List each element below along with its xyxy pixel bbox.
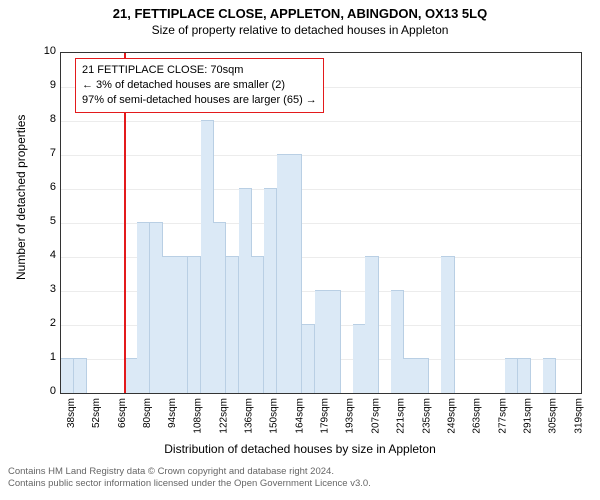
x-tick-label: 305sqm [548,398,559,434]
x-tick-label: 193sqm [345,398,356,434]
y-tick-label: 4 [34,249,56,261]
x-tick-label: 164sqm [294,398,305,434]
histogram-bar [201,120,214,393]
histogram-bar [251,256,264,393]
x-tick-label: 80sqm [142,398,153,428]
attribution-line: Contains public sector information licen… [8,478,592,490]
callout-line: 97% of semi-detached houses are larger (… [82,93,317,108]
y-tick-label: 9 [34,79,56,91]
histogram-bar [441,256,454,393]
gridline [61,121,581,122]
x-tick-label: 136sqm [244,398,255,434]
histogram-bar [289,154,302,393]
histogram-bar [327,290,340,393]
histogram-bar [353,324,366,393]
x-tick-label: 38sqm [66,398,77,428]
x-tick-label: 94sqm [167,398,178,428]
x-tick-label: 150sqm [269,398,280,434]
y-tick-label: 3 [34,283,56,295]
x-tick-label: 249sqm [447,398,458,434]
histogram-bar [403,358,416,393]
histogram-bar [188,256,201,393]
x-tick-label: 207sqm [370,398,381,434]
callout-line: ← 3% of detached houses are smaller (2) [82,78,317,93]
x-tick-label: 108sqm [193,398,204,434]
x-tick-label: 66sqm [117,398,128,428]
histogram-bar [277,154,290,393]
histogram-bar [505,358,518,393]
histogram-bar [213,222,226,393]
histogram-bar [226,256,239,393]
x-tick-label: 122sqm [218,398,229,434]
page-title: 21, FETTIPLACE CLOSE, APPLETON, ABINGDON… [0,0,600,21]
histogram-bar [302,324,315,393]
histogram-bar [150,222,163,393]
y-tick-label: 2 [34,317,56,329]
x-tick-label: 263sqm [472,398,483,434]
histogram-bar [264,188,277,393]
histogram-bar [239,188,252,393]
histogram-bar [543,358,556,393]
histogram-bar [137,222,150,393]
x-tick-label: 179sqm [320,398,331,434]
attribution-footer: Contains HM Land Registry data © Crown c… [8,466,592,491]
x-tick-label: 221sqm [396,398,407,434]
y-tick-label: 10 [34,45,56,57]
histogram-bar [365,256,378,393]
histogram-bar [74,358,87,393]
x-tick-label: 52sqm [91,398,102,428]
x-tick-label: 235sqm [421,398,432,434]
x-axis-label: Distribution of detached houses by size … [0,442,600,456]
histogram-bar [416,358,429,393]
y-tick-label: 7 [34,147,56,159]
y-axis-label: Number of detached properties [14,115,28,280]
histogram-bar [175,256,188,393]
gridline [61,189,581,190]
y-tick-label: 5 [34,215,56,227]
attribution-line: Contains HM Land Registry data © Crown c… [8,466,592,478]
y-tick-label: 0 [34,385,56,397]
y-tick-label: 6 [34,181,56,193]
x-tick-label: 277sqm [497,398,508,434]
y-tick-label: 8 [34,113,56,125]
x-tick-label: 291sqm [523,398,534,434]
histogram-bar [61,358,74,393]
page-subtitle: Size of property relative to detached ho… [0,21,600,37]
histogram-bar [162,256,175,393]
y-tick-label: 1 [34,351,56,363]
histogram-bar [391,290,404,393]
gridline [61,155,581,156]
x-tick-label: 319sqm [573,398,584,434]
histogram-bar [518,358,531,393]
property-callout: 21 FETTIPLACE CLOSE: 70sqm← 3% of detach… [75,58,324,113]
histogram-bar [315,290,328,393]
callout-line: 21 FETTIPLACE CLOSE: 70sqm [82,63,317,78]
